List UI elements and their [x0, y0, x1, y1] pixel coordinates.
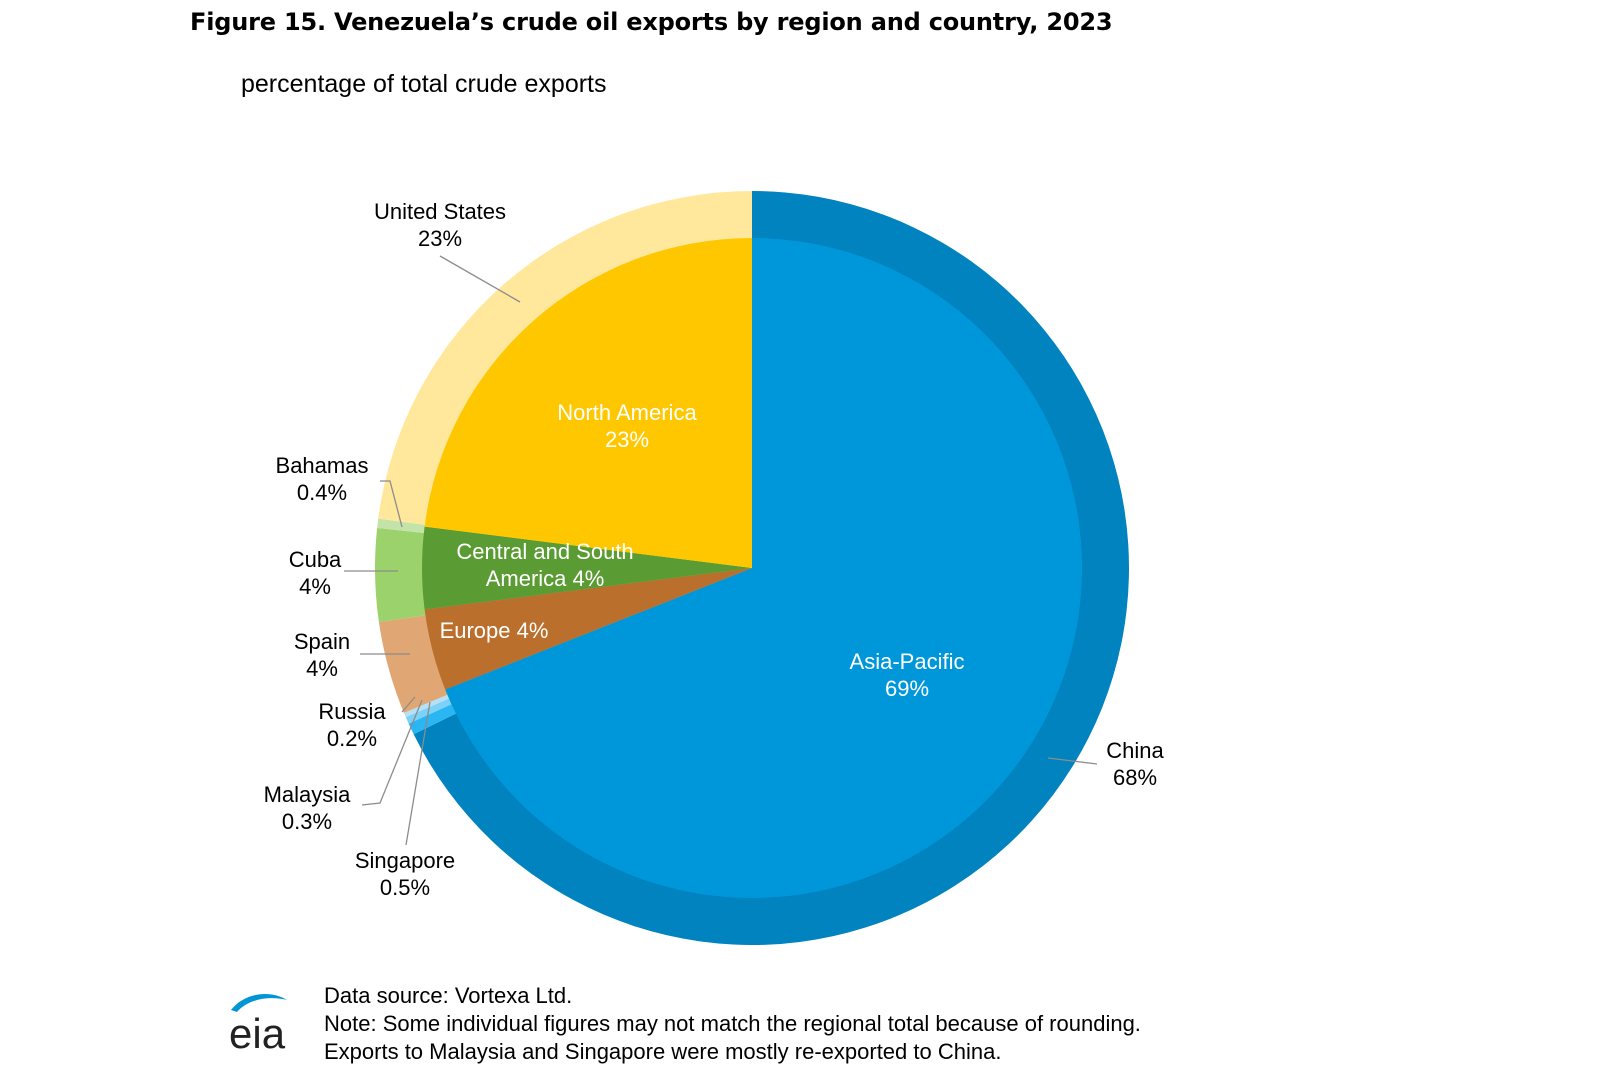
label-bahamas: Bahamas 0.4%: [276, 453, 369, 505]
label-malaysia: Malaysia 0.3%: [264, 782, 352, 834]
label-cuba: Cuba 4%: [289, 547, 342, 599]
label-north-america: North America 23%: [557, 400, 697, 452]
leader-china: [1047, 757, 1098, 765]
data-source: Data source: Vortexa Ltd.: [324, 983, 573, 1008]
leader-bahamas: [380, 480, 403, 528]
label-central-and-south-america: Central and South America 4%: [456, 539, 633, 591]
label-asia-pacific: Asia-Pacific 69%: [850, 649, 965, 701]
footer: Data source: Vortexa Ltd. Note: Some ind…: [324, 982, 1141, 1066]
slice-labels: Asia-Pacific 69% Europe 4% Central and Sout…: [264, 199, 1165, 900]
leader-united-states: [439, 255, 521, 303]
leader-malaysia: [361, 699, 423, 806]
figure-title: Figure 15. Venezuela’s crude oil exports…: [190, 8, 1113, 36]
slice-central-and-south-america-inner: [421, 526, 752, 610]
label-singapore: Singapore 0.5%: [355, 848, 455, 900]
eia-logo: eia: [229, 994, 287, 1054]
label-europe: Europe 4%: [440, 618, 549, 643]
slice-europe-inner: [424, 568, 752, 690]
leader-lines: [344, 255, 1098, 846]
leader-singapore: [405, 701, 431, 846]
leader-russia: [401, 696, 416, 713]
slice-asia-pacific-inner: [445, 238, 1082, 898]
eia-logo-text: eia: [229, 1010, 286, 1054]
slice-north-america-inner: [424, 238, 752, 568]
inner-ring: [421, 238, 1082, 898]
label-china: China 68%: [1106, 738, 1164, 790]
note-line-1: Note: Some individual figures may not ma…: [324, 1011, 1141, 1036]
figure-subtitle: percentage of total crude exports: [241, 70, 607, 98]
label-russia: Russia 0.2%: [318, 699, 386, 751]
label-spain: Spain 4%: [294, 629, 350, 681]
note-line-2: Exports to Malaysia and Singapore were m…: [324, 1039, 1002, 1064]
label-united-states: United States 23%: [374, 199, 506, 251]
